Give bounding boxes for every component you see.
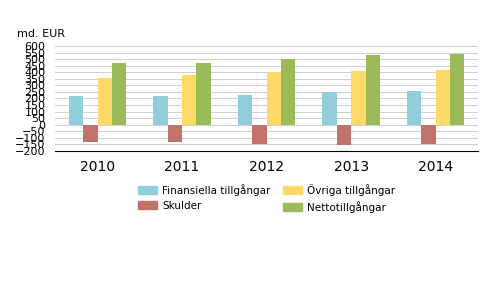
Bar (168, 125, 182, 142)
Bar (153, 96, 168, 125)
Bar (351, 71, 365, 125)
Bar (365, 55, 380, 125)
Bar (450, 54, 464, 125)
Bar (281, 59, 295, 125)
Bar (337, 125, 351, 145)
Bar (238, 95, 252, 125)
Bar (252, 125, 267, 144)
Text: md. EUR: md. EUR (17, 29, 65, 39)
Bar (98, 77, 112, 125)
Bar (436, 70, 450, 125)
Bar (196, 62, 211, 125)
Bar (69, 96, 83, 125)
Bar (112, 63, 126, 125)
Bar (83, 125, 98, 142)
Bar (422, 125, 436, 144)
Bar (182, 75, 196, 125)
Bar (267, 72, 281, 125)
Bar (407, 91, 422, 125)
Legend: Finansiella tillgångar, Skulder, Övriga tillgångar, Nettotillgångar: Finansiella tillgångar, Skulder, Övriga … (134, 180, 399, 217)
Bar (322, 92, 337, 125)
